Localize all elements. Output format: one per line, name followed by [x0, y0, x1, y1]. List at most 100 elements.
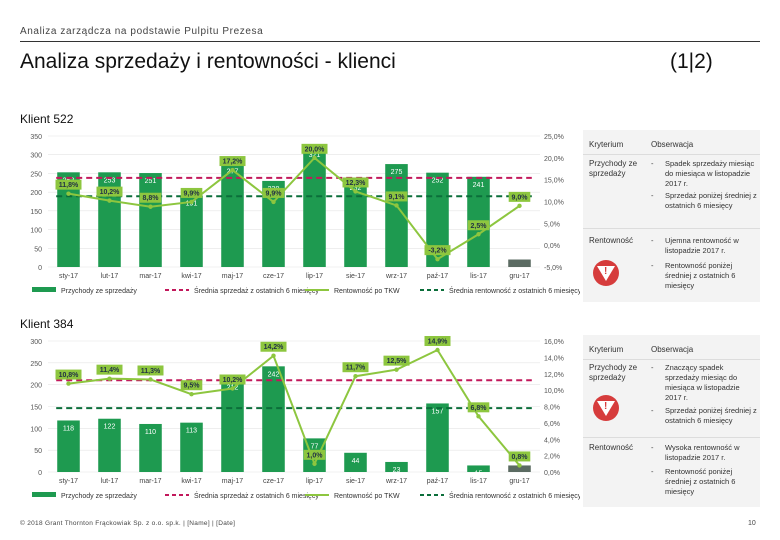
legend-label: Średnia sprzedaż z ostatnich 6 miesięcy: [194, 286, 319, 295]
legend-swatch: [32, 492, 56, 497]
bullet-dash: -: [651, 363, 654, 372]
x-tick-label: kwi-17: [181, 478, 201, 485]
warning-triangle: [597, 401, 615, 416]
y2-tick-label: 6,0%: [544, 421, 560, 428]
profit-point: [435, 347, 440, 353]
profit-point: [517, 203, 522, 209]
y2-tick-label: 10,0%: [544, 200, 564, 207]
observation-item: - Sprzedaż poniżej średniej z ostatnich …: [651, 191, 757, 213]
bar-value-label: 44: [352, 458, 360, 465]
criterion-header: Kryterium: [589, 140, 624, 149]
bar-value-label: 110: [145, 429, 156, 436]
profit-data-label: 17,2%: [223, 159, 244, 166]
bullet-dash: -: [651, 191, 654, 200]
observation-text: Ujemna rentowność w listopadzie 2017 r.: [665, 236, 739, 255]
observation-text: Spadek sprzedaży miesiąc do miesiąca w l…: [665, 159, 755, 188]
profit-point: [394, 367, 399, 372]
profit-label-box: [424, 245, 451, 256]
profit-point: [189, 199, 194, 205]
profit-data-label: -3,2%: [428, 248, 447, 255]
profit-point: [148, 377, 153, 382]
y-tick-label: 50: [34, 448, 42, 455]
profit-label-box: [139, 192, 162, 203]
bar: [262, 180, 285, 267]
bar-value-label: 113: [186, 428, 197, 435]
y-tick-label: 0: [38, 265, 42, 272]
y2-tick-label: 14,0%: [544, 355, 564, 362]
x-tick-label: gru-17: [509, 478, 529, 485]
profit-point: [66, 191, 71, 196]
observation-text: Wysoka rentowność w listopadzie 2017 r.: [665, 443, 740, 462]
profit-label-box: [303, 449, 326, 460]
observation-header: Obserwacja: [651, 140, 694, 149]
criterion-sales: Przychody ze sprzedaży: [589, 363, 638, 382]
observation-panel-client-522: Kryterium Obserwacja Przychody ze sprzed…: [583, 130, 760, 302]
bar-value-label: 251: [145, 178, 157, 185]
profit-data-label: 1,0%: [307, 452, 324, 459]
x-tick-label: lut-17: [101, 478, 119, 485]
header-divider: [20, 41, 760, 42]
y-tick-label: 0: [38, 470, 42, 477]
bar-value-label: 15: [475, 470, 483, 477]
profit-label-box: [301, 143, 328, 154]
y-tick-label: 250: [30, 361, 42, 368]
profit-label-box: [467, 220, 490, 231]
observation-text: Znaczący spadek sprzedaży miesiąc do mie…: [665, 363, 740, 402]
sales-profit-chart-client-384: 0 50 100 150 200 250 300 0,0% 2,0% 4,0% 6,0% 8,0% 10…: [30, 336, 580, 500]
observation-item: - Spadek sprzedaży miesiąc do miesiąca w…: [651, 159, 757, 189]
legend-label: Średnia rentowność z ostatnich 6 miesięc…: [449, 286, 580, 295]
bar-value-label: 321: [309, 152, 321, 159]
profit-label-box: [508, 451, 531, 462]
section-label-client-384: Klient 384: [20, 317, 74, 331]
x-tick-label: sty-17: [59, 273, 78, 280]
profit-point: [148, 204, 153, 209]
observation-header: Obserwacja: [651, 345, 694, 354]
x-tick-label: lis-17: [470, 273, 487, 280]
profit-data-label: 2,5%: [471, 223, 488, 230]
x-tick-label: gru-17: [509, 273, 529, 280]
bar-value-label: 118: [63, 425, 74, 432]
profit-point: [230, 167, 235, 173]
profit-point: [476, 232, 481, 237]
profit-data-label: 9,5%: [184, 383, 201, 390]
x-tick-label: wrz-17: [385, 273, 407, 280]
bullet-dash: -: [651, 443, 654, 452]
bar-value-label: 77: [311, 443, 319, 450]
profit-label-box: [467, 402, 490, 413]
x-tick-label: mar-17: [139, 478, 161, 485]
profit-data-label: 14,9%: [428, 339, 449, 346]
profit-point: [230, 386, 235, 391]
profit-data-label: 11,7%: [346, 365, 366, 372]
profit-line: [68, 156, 521, 261]
profit-point: [476, 414, 481, 419]
profit-data-label: 9,0%: [512, 194, 529, 201]
bar: [385, 461, 408, 472]
profit-data-label: 14,2%: [264, 344, 285, 351]
profit-label-box: [137, 365, 164, 376]
bar: [344, 180, 367, 267]
profit-point: [517, 463, 522, 468]
x-tick-label: lip-17: [306, 478, 323, 485]
profit-data-label: 20,0%: [305, 146, 326, 153]
panel-divider: [583, 228, 760, 229]
profit-label-box: [180, 380, 203, 391]
x-tick-label: sty-17: [59, 478, 78, 485]
profit-data-label: 11,4%: [100, 367, 120, 374]
profit-label-box: [385, 191, 408, 202]
profit-label-box: [424, 336, 451, 347]
y2-tick-label: 8,0%: [544, 405, 560, 412]
x-tick-label: cze-17: [263, 478, 284, 485]
bar: [180, 195, 203, 267]
profit-data-label: 10,2%: [100, 189, 121, 196]
footer-copyright: © 2018 Grant Thornton Frąckowiak Sp. z o…: [20, 520, 236, 527]
y-tick-label: 250: [30, 171, 42, 178]
profit-point: [353, 189, 358, 194]
y-tick-label: 100: [30, 228, 42, 235]
bar-value-label: 252: [432, 178, 444, 185]
y-tick-label: 150: [30, 405, 42, 412]
criterion-header: Kryterium: [589, 345, 624, 354]
y-tick-label: 300: [30, 339, 42, 346]
y2-tick-label: 4,0%: [544, 437, 560, 444]
profit-data-label: 11,8%: [59, 182, 79, 189]
y-tick-label: 300: [30, 153, 42, 160]
